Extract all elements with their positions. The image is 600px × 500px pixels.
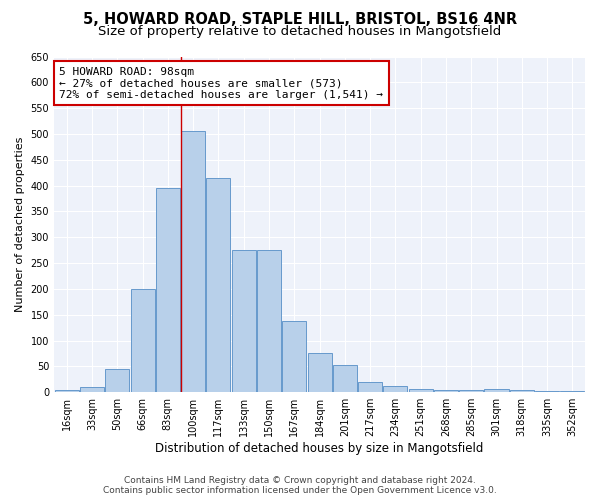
Bar xyxy=(358,382,382,392)
Bar xyxy=(156,188,180,392)
Text: 5 HOWARD ROAD: 98sqm
← 27% of detached houses are smaller (573)
72% of semi-deta: 5 HOWARD ROAD: 98sqm ← 27% of detached h… xyxy=(59,66,383,100)
Bar xyxy=(510,390,534,392)
Bar xyxy=(181,132,205,392)
Text: 5, HOWARD ROAD, STAPLE HILL, BRISTOL, BS16 4NR: 5, HOWARD ROAD, STAPLE HILL, BRISTOL, BS… xyxy=(83,12,517,28)
Bar xyxy=(80,387,104,392)
Bar xyxy=(131,289,155,392)
Bar xyxy=(333,366,357,392)
Text: Size of property relative to detached houses in Mangotsfield: Size of property relative to detached ho… xyxy=(98,25,502,38)
Bar xyxy=(105,369,129,392)
Bar xyxy=(206,178,230,392)
Bar xyxy=(535,390,559,392)
Y-axis label: Number of detached properties: Number of detached properties xyxy=(15,136,25,312)
Bar xyxy=(383,386,407,392)
Bar xyxy=(484,388,509,392)
Bar xyxy=(282,321,306,392)
Bar xyxy=(257,250,281,392)
Bar xyxy=(232,250,256,392)
Bar xyxy=(434,390,458,392)
Bar xyxy=(55,390,79,392)
Text: Contains HM Land Registry data © Crown copyright and database right 2024.
Contai: Contains HM Land Registry data © Crown c… xyxy=(103,476,497,495)
Bar xyxy=(560,390,584,392)
Bar xyxy=(409,388,433,392)
X-axis label: Distribution of detached houses by size in Mangotsfield: Distribution of detached houses by size … xyxy=(155,442,484,455)
Bar xyxy=(459,390,483,392)
Bar xyxy=(308,354,332,392)
